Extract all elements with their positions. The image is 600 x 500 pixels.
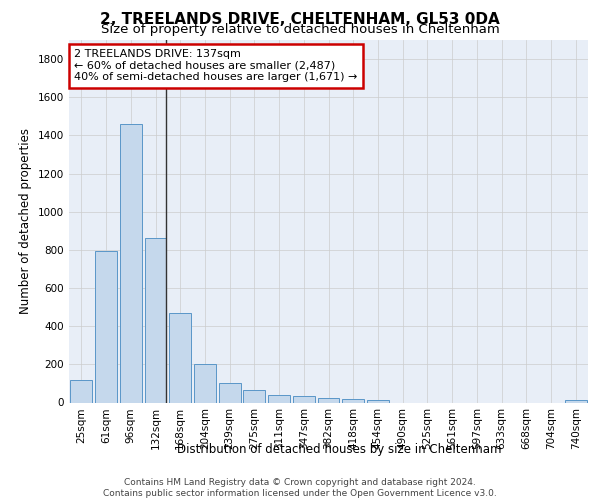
Bar xyxy=(70,380,92,402)
Bar xyxy=(343,398,364,402)
Text: 2, TREELANDS DRIVE, CHELTENHAM, GL53 0DA: 2, TREELANDS DRIVE, CHELTENHAM, GL53 0DA xyxy=(100,12,500,28)
Bar xyxy=(169,313,191,402)
Bar xyxy=(194,364,216,403)
Bar xyxy=(120,124,142,402)
Bar xyxy=(219,384,241,402)
Bar xyxy=(244,390,265,402)
Bar xyxy=(145,238,166,402)
Text: Size of property relative to detached houses in Cheltenham: Size of property relative to detached ho… xyxy=(101,22,499,36)
Bar xyxy=(317,398,340,402)
Bar xyxy=(95,251,117,402)
Bar xyxy=(268,395,290,402)
Bar xyxy=(293,396,314,402)
Y-axis label: Number of detached properties: Number of detached properties xyxy=(19,128,32,314)
Bar xyxy=(367,400,389,402)
Bar xyxy=(565,400,587,402)
Text: Distribution of detached houses by size in Cheltenham: Distribution of detached houses by size … xyxy=(177,442,501,456)
Text: 2 TREELANDS DRIVE: 137sqm
← 60% of detached houses are smaller (2,487)
40% of se: 2 TREELANDS DRIVE: 137sqm ← 60% of detac… xyxy=(74,49,358,82)
Text: Contains HM Land Registry data © Crown copyright and database right 2024.
Contai: Contains HM Land Registry data © Crown c… xyxy=(103,478,497,498)
